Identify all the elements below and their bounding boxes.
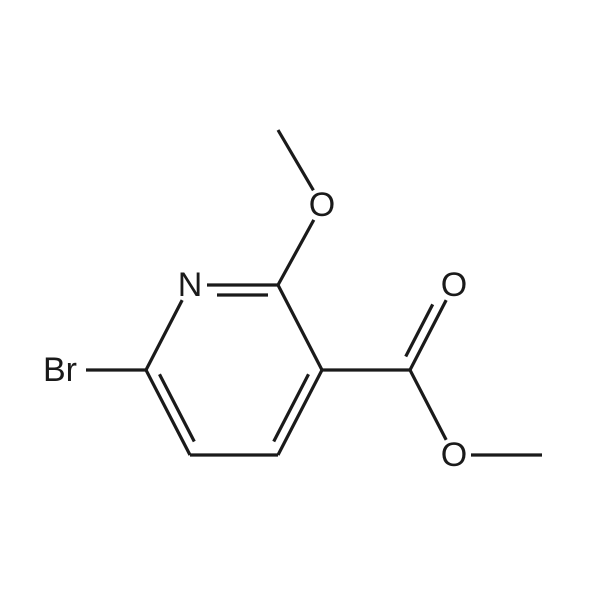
bond-line: [146, 370, 190, 455]
bond-line: [146, 300, 182, 370]
bond-line: [410, 370, 446, 440]
bond-line: [278, 130, 313, 190]
molecule-canvas: N Br O O O: [0, 0, 600, 600]
bond-line: [278, 285, 322, 370]
atom-label-br: Br: [43, 351, 77, 389]
bond-line: [278, 370, 322, 455]
bond-line: [406, 304, 433, 356]
atom-label-o: O: [441, 436, 467, 474]
atom-label-o: O: [309, 186, 335, 224]
atom-label-n: N: [178, 266, 203, 304]
bond-line: [278, 220, 314, 285]
atom-label-o: O: [441, 266, 467, 304]
